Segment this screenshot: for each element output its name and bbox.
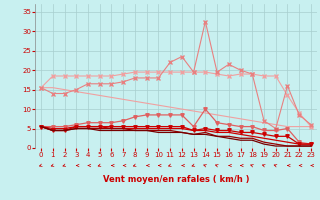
X-axis label: Vent moyen/en rafales ( km/h ): Vent moyen/en rafales ( km/h ) — [103, 175, 249, 184]
